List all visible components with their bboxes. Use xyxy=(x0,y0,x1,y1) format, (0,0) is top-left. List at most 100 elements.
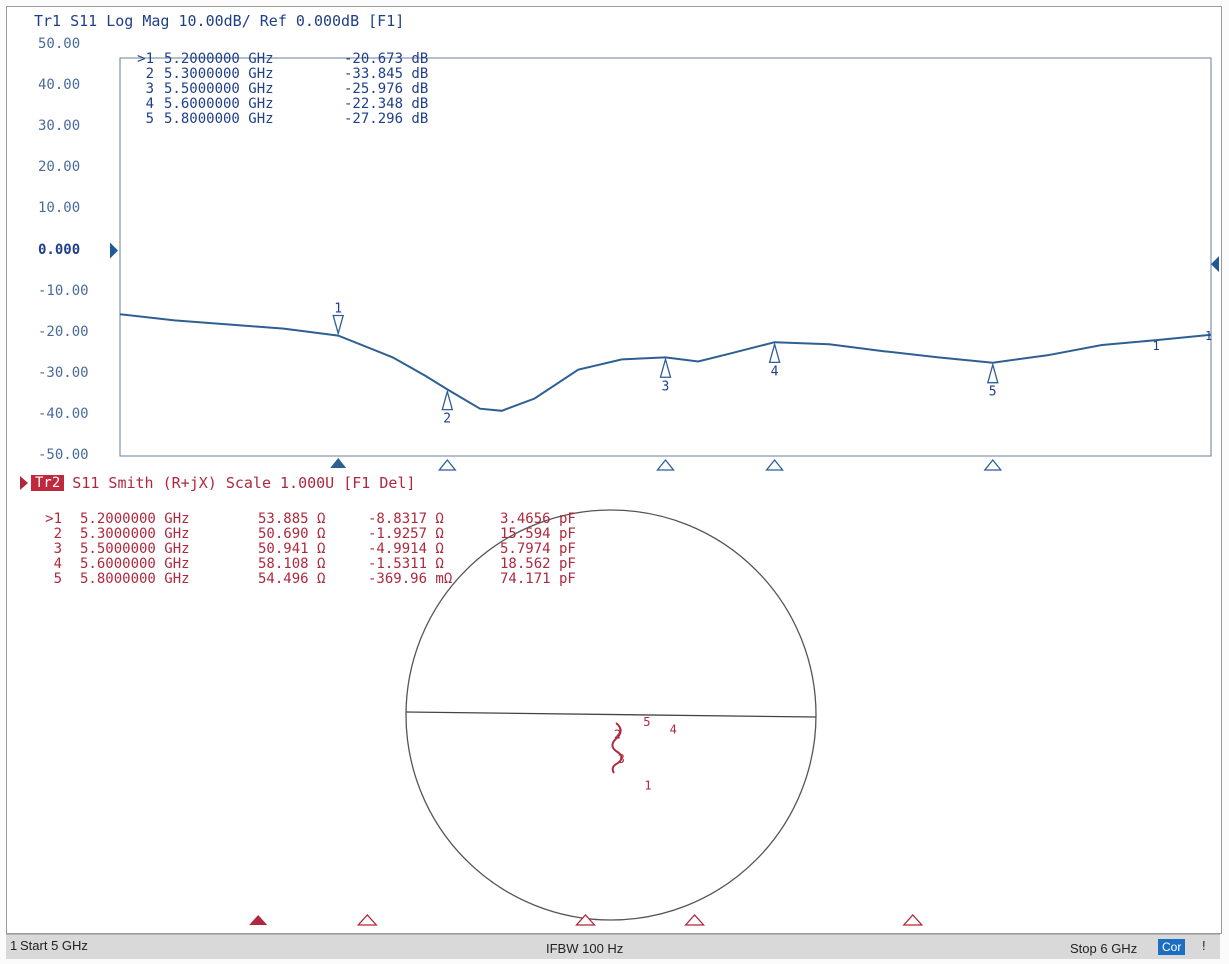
y-tick-label: 0.000 xyxy=(38,241,81,258)
marker-value: -27.296 dB xyxy=(344,111,429,127)
marker-capacitance: 5.7974 pF xyxy=(500,541,576,557)
marker-capacitance: 18.562 pF xyxy=(500,556,576,572)
smith-chart-real-axis xyxy=(405,711,817,718)
stop-marker-label: 1 xyxy=(1205,329,1212,343)
trace2-header: S11 Smith (R+jX) Scale 1.000U [F1 Del] xyxy=(72,474,416,492)
marker-1-label: 1 xyxy=(334,301,342,316)
marker-capacitance: 3.4656 pF xyxy=(500,511,576,527)
smith-axis-marker-3-icon xyxy=(575,914,596,926)
trace2-marker-table: >1 5.2000000 GHz 53.885 Ω -8.8317 Ω 3.4656 p… xyxy=(40,512,600,587)
y-tick-label: -30.00 xyxy=(38,364,89,381)
marker-id: 5 xyxy=(145,111,154,127)
smith-axis-marker-4-icon xyxy=(684,914,706,926)
marker-resistance: 58.108 Ω xyxy=(258,556,326,572)
y-tick-label: 30.00 xyxy=(38,118,81,135)
plot-area-frame xyxy=(119,57,1212,457)
y-tick-label: -40.00 xyxy=(38,405,89,422)
smith-marker-4-label: 4 xyxy=(670,723,677,737)
ifbw-value[interactable]: IFBW 100 Hz xyxy=(546,941,624,956)
trace2-marker-row: 5 5.8000000 GHz 54.496 Ω -369.96 mΩ 74.171 p… xyxy=(40,572,600,587)
trace1-marker-row: 5 5.8000000 GHz -27.296 dB xyxy=(132,112,464,127)
marker-3-icon xyxy=(659,356,672,378)
marker-value: -25.976 dB xyxy=(344,81,429,97)
marker-resistance: 54.496 Ω xyxy=(258,571,326,587)
marker-4-label: 4 xyxy=(771,364,779,379)
marker-2-label: 2 xyxy=(443,412,451,427)
start-frequency[interactable]: Start 5 GHz xyxy=(20,938,88,953)
y-tick-label: 20.00 xyxy=(38,159,81,176)
marker-value: -22.348 dB xyxy=(344,96,429,112)
y-tick-label: 10.00 xyxy=(38,200,81,217)
active-trace-pointer-icon xyxy=(20,476,28,490)
marker-frequency: 5.2000000 GHz xyxy=(80,511,190,527)
trace1-marker-table: >1 5.2000000 GHz -20.673 dB 2 5.3000000 GHz -… xyxy=(132,52,464,127)
marker-id: 2 xyxy=(53,526,62,542)
y-tick-label: -10.00 xyxy=(38,282,89,299)
ref-level-left-arrow-icon xyxy=(110,242,118,259)
correction-badge[interactable]: Cor xyxy=(1158,939,1186,955)
smith-marker-1-label: 1 xyxy=(644,779,651,793)
trace2-marker-row: 3 5.5000000 GHz 50.941 Ω -4.9914 Ω 5.7974 pF xyxy=(40,542,600,557)
trace1-marker-row: 3 5.5000000 GHz -25.976 dB xyxy=(132,82,464,97)
marker-3-label: 3 xyxy=(662,379,670,394)
trace2-badge[interactable]: Tr2 xyxy=(31,475,65,491)
y-tick-label: -20.00 xyxy=(38,323,89,340)
marker-id: >1 xyxy=(45,511,62,527)
marker-reactance: -4.9914 Ω xyxy=(368,541,444,557)
marker-reactance: -369.96 mΩ xyxy=(368,571,453,587)
trace1-header[interactable]: Tr1 S11 Log Mag 10.00dB/ Ref 0.000dB [F1… xyxy=(34,12,405,30)
marker-1-icon xyxy=(332,314,345,336)
marker-id: 2 xyxy=(145,66,154,82)
smith-marker-5-label: 5 xyxy=(643,715,650,729)
marker-frequency: 5.3000000 GHz xyxy=(80,526,190,542)
trace1-marker-row: >1 5.2000000 GHz -20.673 dB xyxy=(132,52,464,67)
trace2-marker-row: 4 5.6000000 GHz 58.108 Ω -1.5311 Ω 18.562 pF xyxy=(40,557,600,572)
marker-4-icon xyxy=(768,341,781,364)
ref-marker-label: 1 xyxy=(1152,339,1159,353)
marker-reactance: -8.8317 Ω xyxy=(368,511,444,527)
ref-level-right-arrow-icon xyxy=(1211,256,1219,273)
marker-id: 5 xyxy=(53,571,62,587)
marker-capacitance: 15.594 pF xyxy=(500,526,576,542)
marker-frequency: 5.5000000 GHz xyxy=(80,541,190,557)
marker-2-icon xyxy=(441,389,454,411)
y-tick-label: 50.00 xyxy=(38,36,81,52)
marker-resistance: 53.885 Ω xyxy=(258,511,326,527)
marker-reactance: -1.5311 Ω xyxy=(368,556,444,572)
marker-frequency: 5.2000000 GHz xyxy=(164,51,274,67)
marker-id: 3 xyxy=(53,541,62,557)
trace1-marker-row: 2 5.3000000 GHz -33.845 dB xyxy=(132,67,464,82)
y-tick-label: -50.00 xyxy=(38,447,89,463)
marker-frequency: 5.8000000 GHz xyxy=(80,571,190,587)
smith-axis-marker-5-icon xyxy=(902,914,924,926)
marker-frequency: 5.6000000 GHz xyxy=(164,96,274,112)
y-tick-label: 40.00 xyxy=(38,77,81,94)
marker-reactance: -1.9257 Ω xyxy=(368,526,444,542)
display-frame xyxy=(6,6,1222,934)
marker-id: 4 xyxy=(145,96,154,112)
marker-value: -33.845 dB xyxy=(344,66,429,82)
status-warning: ! xyxy=(1202,938,1206,953)
smith-chart-circle xyxy=(405,509,817,921)
trace1-marker-row: 4 5.6000000 GHz -22.348 dB xyxy=(132,97,464,112)
axis-marker-3-icon xyxy=(656,458,675,471)
marker-frequency: 5.3000000 GHz xyxy=(164,66,274,82)
trace2-marker-row: 2 5.3000000 GHz 50.690 Ω -1.9257 Ω 15.594 pF xyxy=(40,527,600,542)
marker-value: -20.673 dB xyxy=(344,51,429,67)
marker-5-label: 5 xyxy=(989,385,997,400)
marker-resistance: 50.941 Ω xyxy=(258,541,326,557)
marker-id: 4 xyxy=(53,556,62,572)
smith-axis-marker-1-icon xyxy=(249,915,268,925)
marker-id: >1 xyxy=(137,51,154,67)
axis-marker-1-icon xyxy=(330,458,347,468)
stop-frequency[interactable]: Stop 6 GHz xyxy=(1070,941,1138,956)
marker-id: 3 xyxy=(145,81,154,97)
axis-marker-5-icon xyxy=(983,458,1003,471)
marker-frequency: 5.8000000 GHz xyxy=(164,111,274,127)
marker-resistance: 50.690 Ω xyxy=(258,526,326,542)
trace2-marker-row: >1 5.2000000 GHz 53.885 Ω -8.8317 Ω 3.4656 p… xyxy=(40,512,600,527)
trace2-header-row[interactable]: Tr2 S11 Smith (R+jX) Scale 1.000U [F1 De… xyxy=(20,474,415,492)
marker-frequency: 5.5000000 GHz xyxy=(164,81,274,97)
smith-axis-marker-2-icon xyxy=(356,914,378,926)
